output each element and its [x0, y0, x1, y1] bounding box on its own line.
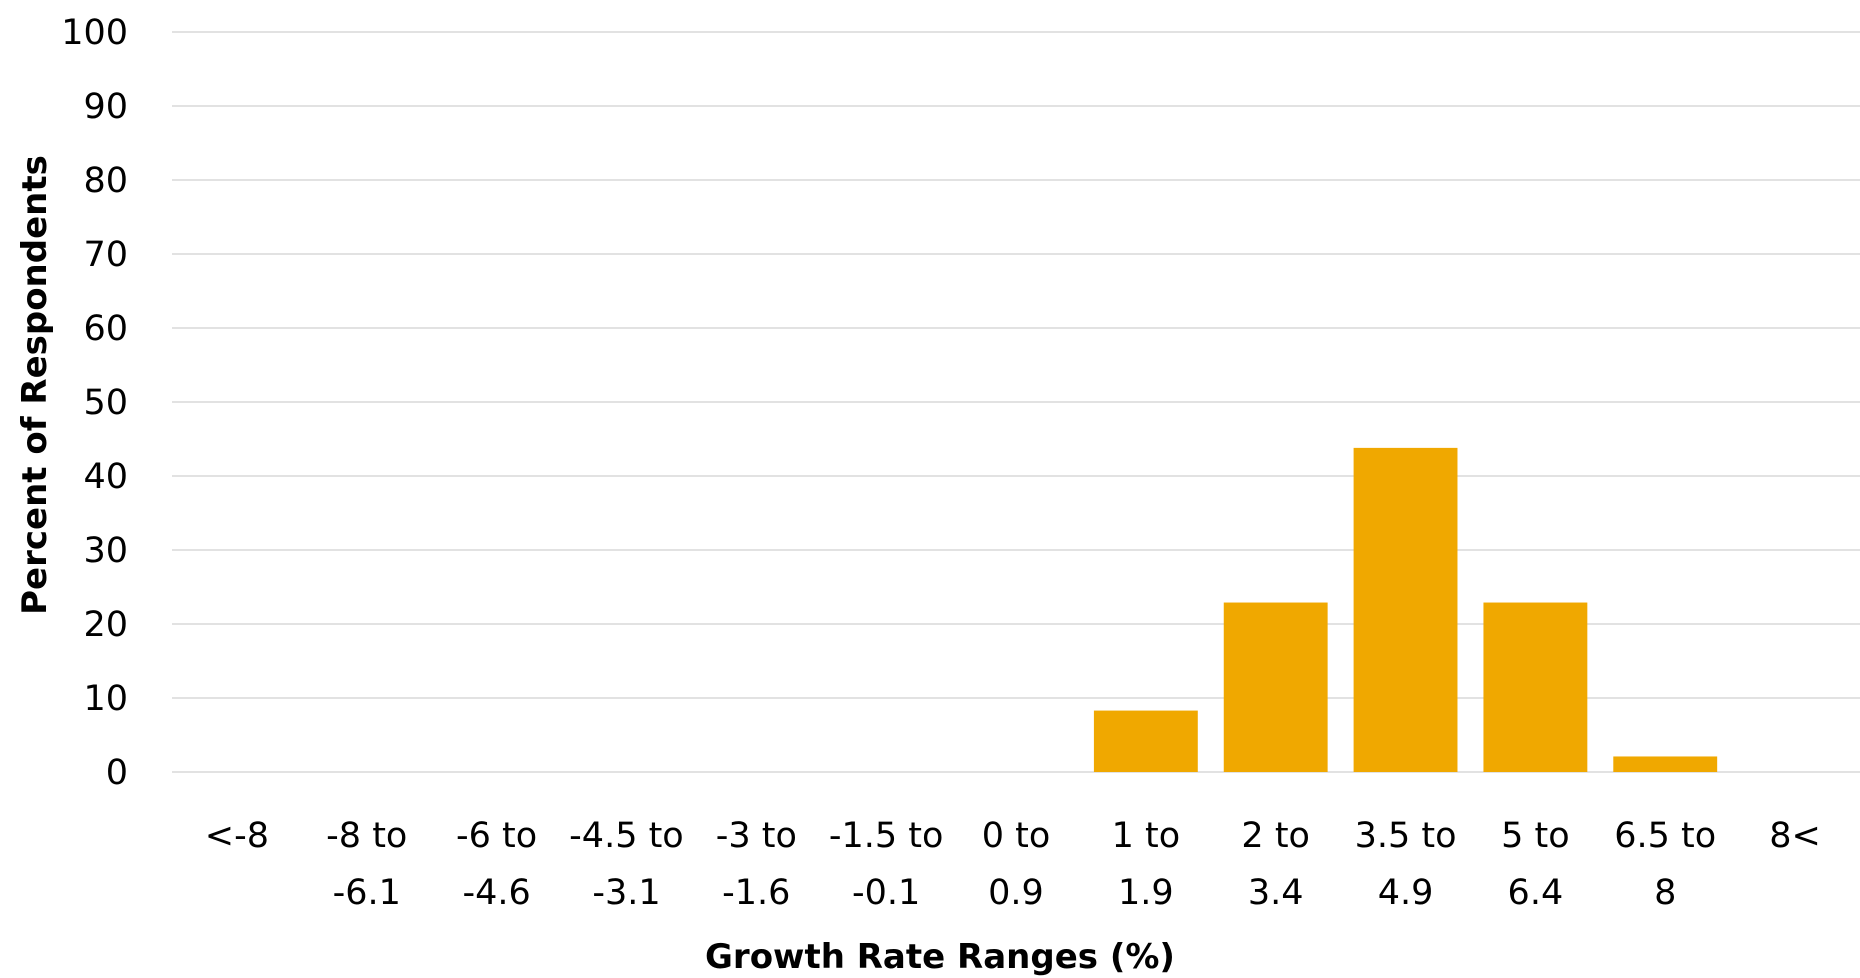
x-tick-label: 5 to 6.4: [1501, 816, 1570, 913]
y-tick-label: 10: [83, 679, 128, 719]
y-tick-label: 100: [61, 13, 128, 53]
x-tick-label: -8 to -6.1: [326, 816, 407, 913]
bar: [1093, 710, 1198, 772]
y-tick-label: 90: [83, 87, 128, 127]
x-tick-label: -4.5 to -3.1: [569, 816, 684, 913]
x-tick-label: 8<: [1769, 816, 1821, 856]
x-tick-label: 2 to 3.4: [1241, 816, 1310, 913]
x-axis-ticks: <-8 -8 to -6.1 -6 to -4.6 -4.5 to -3.1 -3 to -1.…: [205, 816, 1821, 913]
bar: [1613, 756, 1718, 772]
x-tick-label: -6 to -4.6: [456, 816, 537, 913]
bars: [1093, 447, 1718, 772]
bar: [1483, 602, 1588, 772]
x-tick-label: -1.5 to -0.1: [829, 816, 944, 913]
x-tick-label: 6.5 to 8: [1614, 816, 1716, 913]
x-tick-label: <-8: [205, 816, 269, 856]
x-tick-label: 0 to 0.9: [982, 816, 1051, 913]
y-axis-title: Percent of Respondents: [15, 155, 55, 615]
y-tick-label: 60: [83, 309, 128, 349]
gridlines: [172, 31, 1860, 773]
bar: [1223, 602, 1328, 772]
x-tick-label: 3.5 to 4.9: [1355, 816, 1457, 913]
x-tick-label: 1 to 1.9: [1112, 816, 1181, 913]
y-tick-label: 30: [83, 531, 128, 571]
y-axis-ticks: 0 10 20 30 40 50 60 70 80 90 100: [61, 13, 128, 793]
y-tick-label: 50: [83, 383, 128, 423]
y-tick-label: 0: [106, 753, 128, 793]
bar: [1353, 447, 1458, 772]
y-tick-label: 70: [83, 235, 128, 275]
y-tick-label: 40: [83, 457, 128, 497]
x-tick-label: -3 to -1.6: [716, 816, 797, 913]
y-tick-label: 80: [83, 161, 128, 201]
x-axis-title: Growth Rate Ranges (%): [705, 937, 1175, 977]
y-tick-label: 20: [83, 605, 128, 645]
